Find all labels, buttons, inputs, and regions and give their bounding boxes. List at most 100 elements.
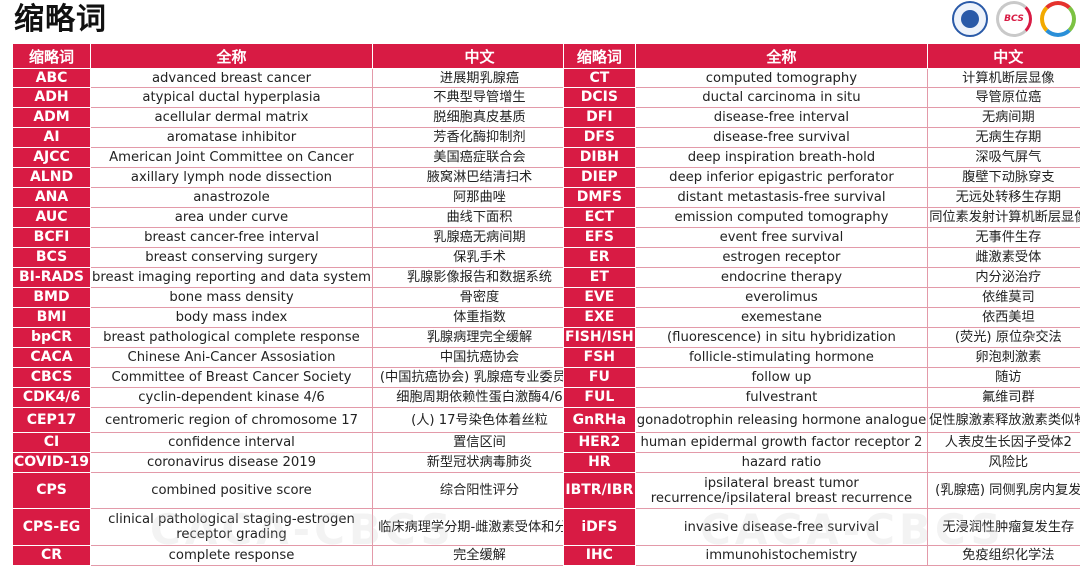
full-name-cell: follicle-stimulating hormone (634, 347, 929, 368)
chinese-name-cell: 临床病理学分期-雌激素受体和分级 (371, 508, 587, 546)
abbreviation-cell: CT (563, 68, 636, 88)
full-name-cell: disease-free survival (634, 127, 929, 148)
table-row: EFS event free survival 无事件生存 (563, 227, 1080, 248)
table-row: DIEP deep inferior epigastric perforator 腹… (563, 167, 1080, 188)
full-name-cell: body mass index (90, 307, 373, 328)
chinese-name-cell: 同位素发射计算机断层显像 (927, 207, 1080, 228)
table-row: FUL fulvestrant 氟维司群 (563, 387, 1080, 408)
abbreviation-cell: ER (563, 247, 636, 268)
abbreviation-table-left: 缩略词 全称 中文 ABC advanced breast cancer 进展期乳腺… (11, 43, 587, 566)
table-row: CT computed tomography 计算机断层显像 (563, 68, 1080, 88)
table-row: AJCC American Joint Committee on Cancer 美国… (11, 147, 587, 168)
full-name-cell: centromeric region of chromosome 17 (90, 407, 373, 433)
column-header-fullname: 全称 (634, 43, 929, 69)
column-header-abbr: 缩略词 (563, 43, 636, 69)
chinese-name-cell: 导管原位癌 (927, 87, 1080, 108)
chinese-name-cell: 综合阳性评分 (371, 472, 587, 509)
full-name-cell: deep inspiration breath-hold (634, 147, 929, 168)
chinese-name-cell: 乳腺影像报告和数据系统 (371, 267, 587, 288)
abbreviation-cell: DFS (563, 127, 636, 148)
full-name-cell: fulvestrant (634, 387, 929, 408)
abbreviation-cell: CPS-EG (11, 508, 92, 546)
table-row: ADM acellular dermal matrix 脱细胞真皮基质 (11, 107, 587, 128)
full-name-cell: disease-free interval (634, 107, 929, 128)
abbreviation-cell: HER2 (563, 432, 636, 453)
full-name-cell: distant metastasis-free survival (634, 187, 929, 208)
chinese-name-cell: 进展期乳腺癌 (371, 68, 587, 88)
table-row: ABC advanced breast cancer 进展期乳腺癌 (11, 68, 587, 88)
full-name-cell: ipsilateral breast tumor recurrence/ipsi… (634, 472, 929, 509)
abbreviation-cell: bpCR (11, 327, 92, 348)
table-row: bpCR breast pathological complete respons… (11, 327, 587, 348)
abbreviation-cell: ANA (11, 187, 92, 208)
chinese-name-cell: 腹壁下动脉穿支 (927, 167, 1080, 188)
full-name-cell: emission computed tomography (634, 207, 929, 228)
abbreviation-table-right: 缩略词 全称 中文 CT computed tomography 计算机断层显像 DC… (563, 43, 1080, 566)
chinese-name-cell: 腋窝淋巴结清扫术 (371, 167, 587, 188)
ring-logo (1040, 1, 1076, 37)
chinese-name-cell: 随访 (927, 367, 1080, 388)
table-row: CACA Chinese Ani-Cancer Assosiation 中国抗癌协会 (11, 347, 587, 368)
chinese-name-cell: 脱细胞真皮基质 (371, 107, 587, 128)
abbreviation-cell: AJCC (11, 147, 92, 168)
table-row: iDFS invasive disease-free survival 无浸润性肿瘤… (563, 508, 1080, 546)
abbreviation-cell: IBTR/IBR (563, 472, 636, 509)
full-name-cell: breast conserving surgery (90, 247, 373, 268)
chinese-name-cell: 计算机断层显像 (927, 68, 1080, 88)
chinese-name-cell: 人表皮生长因子受体2 (927, 432, 1080, 453)
abbreviation-cell: DCIS (563, 87, 636, 108)
table-row: CR complete response 完全缓解 (11, 545, 587, 566)
chinese-name-cell: 氟维司群 (927, 387, 1080, 408)
caca-seal-logo (952, 1, 988, 37)
full-name-cell: axillary lymph node dissection (90, 167, 373, 188)
full-name-cell: breast pathological complete response (90, 327, 373, 348)
abbreviation-cell: ABC (11, 68, 92, 88)
abbreviation-cell: BI-RADS (11, 267, 92, 288)
abbreviation-cell: CR (11, 545, 92, 566)
abbreviation-cell: ADH (11, 87, 92, 108)
full-name-cell: follow up (634, 367, 929, 388)
table-row: CDK4/6 cyclin-dependent kinase 4/6 细胞周期依赖性… (11, 387, 587, 408)
abbreviation-cell: FUL (563, 387, 636, 408)
chinese-name-cell: 骨密度 (371, 287, 587, 308)
full-name-cell: invasive disease-free survival (634, 508, 929, 546)
abbreviation-cell: ADM (11, 107, 92, 128)
table-row: GnRHa gonadotrophin releasing hormone ana… (563, 407, 1080, 433)
chinese-name-cell: 中国抗癌协会 (371, 347, 587, 368)
logo-group: BCS (952, 0, 1076, 38)
abbreviation-cell: CEP17 (11, 407, 92, 433)
abbreviation-cell: ALND (11, 167, 92, 188)
table-row: AI aromatase inhibitor 芳香化酶抑制剂 (11, 127, 587, 148)
chinese-name-cell: 保乳手术 (371, 247, 587, 268)
table-row: ANA anastrozole 阿那曲唑 (11, 187, 587, 208)
chinese-name-cell: 无病生存期 (927, 127, 1080, 148)
abbreviation-cell: DMFS (563, 187, 636, 208)
chinese-name-cell: 新型冠状病毒肺炎 (371, 452, 587, 473)
abbreviation-cell: EFS (563, 227, 636, 248)
full-name-cell: estrogen receptor (634, 247, 929, 268)
table-row: DCIS ductal carcinoma in situ 导管原位癌 (563, 87, 1080, 108)
full-name-cell: area under curve (90, 207, 373, 228)
abbreviation-cell: AUC (11, 207, 92, 228)
chinese-name-cell: 芳香化酶抑制剂 (371, 127, 587, 148)
table-row: FU follow up 随访 (563, 367, 1080, 388)
full-name-cell: atypical ductal hyperplasia (90, 87, 373, 108)
table-row: ECT emission computed tomography 同位素发射计算机断… (563, 207, 1080, 228)
page-title: 缩略词 (14, 2, 107, 37)
chinese-name-cell: 无病间期 (927, 107, 1080, 128)
table-header-row: 缩略词 全称 中文 (11, 43, 587, 69)
chinese-name-cell: 无远处转移生存期 (927, 187, 1080, 208)
column-header-chinese: 中文 (371, 43, 587, 69)
abbreviation-cell: ET (563, 267, 636, 288)
abbreviation-cell: CI (11, 432, 92, 453)
table-row: CPS-EG clinical pathological staging-estr… (11, 508, 587, 546)
chinese-name-cell: 雌激素受体 (927, 247, 1080, 268)
chinese-name-cell: 依西美坦 (927, 307, 1080, 328)
full-name-cell: Chinese Ani-Cancer Assosiation (90, 347, 373, 368)
chinese-name-cell: 细胞周期依赖性蛋白激酶4/6 (371, 387, 587, 408)
abbreviation-cell: COVID-19 (11, 452, 92, 473)
table-row: ET endocrine therapy 内分泌治疗 (563, 267, 1080, 288)
table-row: FISH/ISH (fluorescence) in situ hybridiza… (563, 327, 1080, 348)
full-name-cell: cyclin-dependent kinase 4/6 (90, 387, 373, 408)
full-name-cell: exemestane (634, 307, 929, 328)
